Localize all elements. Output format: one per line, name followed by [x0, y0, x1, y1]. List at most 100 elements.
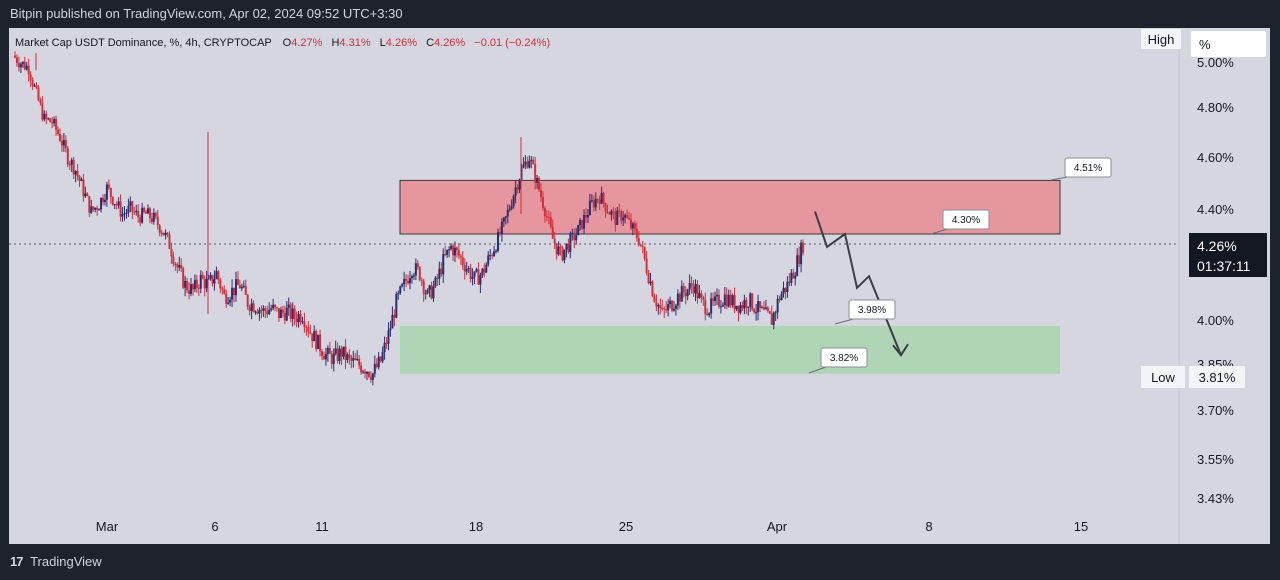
candle-body: [45, 113, 48, 119]
callout-label: 3.82%: [830, 353, 858, 364]
candle-body: [538, 177, 541, 191]
candle-body: [510, 206, 513, 209]
candle-body: [303, 321, 306, 328]
candle-body: [549, 217, 552, 227]
candle-body: [395, 293, 398, 318]
candle-body: [692, 286, 695, 294]
tradingview-brand[interactable]: TradingView: [30, 554, 102, 569]
x-tick-label: 6: [211, 519, 218, 534]
candle-body: [184, 280, 187, 288]
publish-info: Bitpin published on TradingView.com, Apr…: [10, 6, 403, 21]
candle-body: [657, 305, 660, 307]
candle-body: [84, 193, 87, 197]
y-axis[interactable]: 5.00%4.80%4.60%4.40%4.00%3.85%3.70%3.55%…: [1197, 55, 1234, 506]
candle-body: [796, 255, 799, 276]
candle-body: [712, 298, 715, 302]
candle-body: [289, 304, 292, 319]
candle-body: [39, 100, 42, 103]
candle-body: [379, 356, 382, 362]
price-chart[interactable]: 4.51% 4.30% 3.98% 3.82% Market Cap USDT Dom…: [9, 28, 1270, 544]
candle-body: [598, 200, 601, 204]
y-tick-label: 4.80%: [1197, 100, 1234, 115]
candle-body: [420, 279, 423, 281]
candle-body: [626, 215, 629, 218]
candle-body: [274, 304, 277, 308]
candle-body: [182, 268, 185, 288]
candle-body: [647, 272, 650, 284]
candle-body: [514, 187, 517, 196]
candle-body: [504, 216, 507, 218]
candle-body: [694, 284, 697, 294]
candle-body: [66, 148, 69, 165]
candle-body: [315, 331, 318, 350]
candle-body: [671, 300, 674, 311]
candle-body: [109, 188, 112, 197]
candle-body: [655, 302, 658, 307]
candle-body: [557, 246, 560, 255]
candle-body: [459, 255, 462, 258]
candle-body: [154, 212, 157, 217]
candle-body: [41, 102, 44, 120]
candle-body: [313, 331, 316, 342]
candle-body: [186, 280, 189, 291]
candle-body: [405, 278, 408, 282]
candle-body: [759, 301, 762, 308]
candle-body: [146, 208, 149, 214]
chart-area[interactable]: 4.51% 4.30% 3.98% 3.82% Market Cap USDT Dom…: [9, 28, 1270, 544]
candle-body: [121, 214, 124, 217]
candle-body: [782, 287, 785, 294]
candle-body: [760, 307, 763, 309]
candle-body: [352, 358, 355, 361]
candle-body: [751, 293, 754, 310]
candle-body: [287, 304, 290, 308]
candle-body: [188, 290, 191, 294]
candle-body: [215, 271, 218, 279]
candle-body: [227, 302, 230, 304]
x-tick-label: 18: [469, 519, 483, 534]
candle-body: [193, 279, 196, 290]
candle-body: [596, 199, 599, 201]
candle-body: [545, 216, 548, 218]
candle-body: [350, 357, 353, 361]
candle-body: [561, 247, 564, 261]
candle-body: [346, 354, 349, 360]
candle-body: [174, 263, 177, 265]
candle-body: [745, 300, 748, 308]
x-axis[interactable]: Mar 6 11 18 25 Apr 8 15: [96, 519, 1088, 534]
candle-body: [207, 278, 210, 280]
candle-body: [418, 267, 421, 280]
candle-body: [53, 118, 56, 124]
candle-body: [733, 295, 736, 310]
candle-body: [64, 139, 67, 149]
current-price-value: 4.26%: [1197, 238, 1237, 254]
callout-label: 3.98%: [858, 305, 886, 316]
candle-body: [606, 211, 609, 213]
candle-body: [199, 274, 202, 289]
candle-body: [342, 346, 345, 357]
zones-layer: [399, 179, 1061, 374]
candle-body: [111, 196, 114, 205]
y-tick-label: 4.60%: [1197, 150, 1234, 165]
candle-body: [604, 203, 607, 212]
candle-body: [158, 225, 161, 233]
candle-body: [624, 215, 627, 218]
candle-body: [264, 308, 267, 312]
candle-body: [461, 257, 464, 266]
candle-body: [776, 298, 779, 313]
candle-body: [180, 264, 183, 269]
candle-body: [291, 308, 294, 319]
candle-body: [600, 192, 603, 204]
candle-body: [739, 305, 742, 313]
candle-body: [92, 206, 95, 210]
candle-body: [238, 285, 241, 289]
candle-body: [737, 305, 740, 313]
candle-body: [141, 207, 144, 223]
candle-body: [743, 300, 746, 309]
candle-body: [96, 207, 99, 210]
tradingview-logo-icon[interactable]: 17: [10, 554, 24, 569]
candle-body: [254, 311, 257, 313]
candle-body: [145, 211, 148, 214]
candle-body: [324, 354, 327, 360]
candle-body: [321, 351, 324, 357]
candle-body: [502, 217, 505, 222]
